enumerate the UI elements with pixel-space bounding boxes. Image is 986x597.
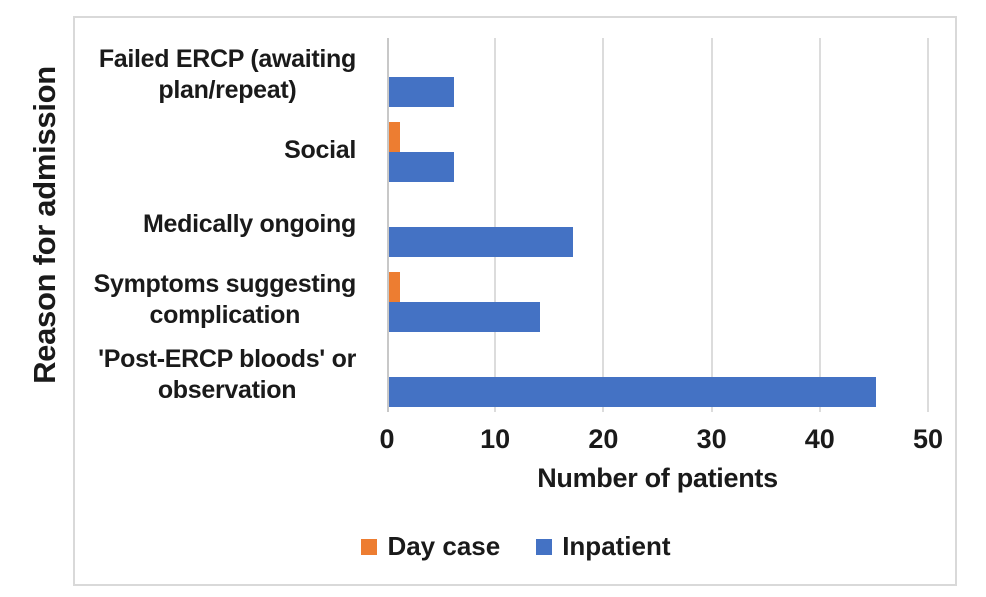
gridline <box>710 38 713 412</box>
chart-border <box>73 16 957 586</box>
category-label: Symptoms suggesting complication <box>80 262 357 337</box>
bar-inpatient <box>389 376 876 407</box>
legend-swatch-inpatient <box>536 538 553 555</box>
gridline <box>927 38 929 412</box>
legend-item-inpatient: Inpatient <box>536 531 671 562</box>
gridline <box>818 38 821 412</box>
bar-inpatient <box>389 301 541 332</box>
category-label-text: Symptoms suggesting complication <box>93 269 357 329</box>
legend: Day case Inpatient <box>73 531 959 562</box>
category-label: Social <box>80 113 356 188</box>
bar-day-case <box>389 271 400 302</box>
category-label-text: 'Post-ERCP bloods' or observation <box>98 344 356 404</box>
x-tick-label: 30 <box>696 424 727 454</box>
y-axis-line <box>387 38 389 412</box>
category-label: Medically ongoing <box>80 188 356 263</box>
gridline <box>602 38 605 412</box>
x-axis-title: Number of patients <box>537 463 778 493</box>
category-label-text: Failed ERCP (awaiting plan/repeat) <box>98 45 356 105</box>
x-tick-label: 40 <box>804 424 835 454</box>
bar-inpatient <box>389 77 454 108</box>
category-label: 'Post-ERCP bloods' or observation <box>80 337 356 412</box>
gridline <box>494 38 497 412</box>
legend-item-day-case: Day case <box>361 531 500 562</box>
bar-day-case <box>389 122 400 153</box>
bar-inpatient <box>389 227 573 257</box>
category-label-text: Medically ongoing <box>143 210 356 239</box>
legend-label-day-case: Day case <box>387 531 501 561</box>
plot-area <box>387 38 929 412</box>
y-axis-title: Reason for admission <box>27 66 62 384</box>
legend-swatch-day-case <box>361 538 378 555</box>
x-tick-label: 20 <box>588 424 619 454</box>
x-tick-label: 50 <box>912 424 944 454</box>
x-tick-label: 0 <box>379 424 395 454</box>
legend-label-inpatient: Inpatient <box>562 531 671 561</box>
category-label-text: Social <box>284 135 356 164</box>
bar-inpatient <box>389 152 454 183</box>
x-tick-label: 10 <box>480 424 511 454</box>
category-label: Failed ERCP (awaiting plan/repeat) <box>80 38 356 113</box>
